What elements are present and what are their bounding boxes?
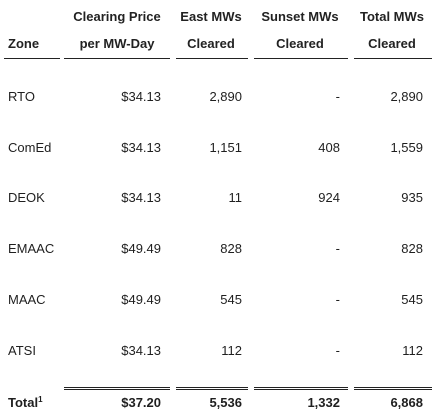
header-east-line1: East MWs xyxy=(180,9,242,24)
zone-cell: RTO xyxy=(8,89,35,104)
header-sunset-line1: Sunset MWs xyxy=(261,9,339,24)
total-price-rule xyxy=(64,387,170,390)
header-east-underline xyxy=(176,58,248,59)
sunset-cell: - xyxy=(335,241,340,256)
header-sunset-underline xyxy=(254,58,348,59)
total-label: Total1 xyxy=(8,395,43,411)
total-cell: 1,559 xyxy=(390,140,423,155)
sunset-cell: - xyxy=(335,343,340,358)
total-sunset-cell: 1,332 xyxy=(307,395,340,410)
total-cell: 828 xyxy=(401,241,423,256)
price-cell: $34.13 xyxy=(121,140,161,155)
header-zone-underline xyxy=(4,58,60,59)
header-total-underline xyxy=(354,58,432,59)
sunset-cell: - xyxy=(335,89,340,104)
east-cell: 828 xyxy=(220,241,242,256)
east-cell: 545 xyxy=(220,292,242,307)
total-price-cell: $37.20 xyxy=(121,395,161,410)
east-cell: 2,890 xyxy=(209,89,242,104)
header-clearing-price-line1: Clearing Price xyxy=(73,9,161,24)
total-label-text: Total xyxy=(8,395,39,410)
header-sunset-line2: Cleared xyxy=(276,36,324,51)
price-cell: $49.49 xyxy=(121,292,161,307)
price-cell: $34.13 xyxy=(121,89,161,104)
zone-cell: ATSI xyxy=(8,343,36,358)
east-cell: 112 xyxy=(221,343,242,358)
total-cell: 2,890 xyxy=(390,89,423,104)
total-cell: 935 xyxy=(401,190,423,205)
zone-cell: DEOK xyxy=(8,190,45,205)
sunset-cell: - xyxy=(335,292,340,307)
sunset-cell: 408 xyxy=(318,140,340,155)
header-zone: Zone xyxy=(8,36,40,51)
total-sunset-rule xyxy=(254,387,348,390)
header-total-line2: Cleared xyxy=(368,36,416,51)
east-cell: 11 xyxy=(228,190,243,205)
total-cell: 112 xyxy=(402,343,423,358)
header-east-line2: Cleared xyxy=(187,36,235,51)
zone-cell: EMAAC xyxy=(8,241,55,256)
total-footnote-marker: 1 xyxy=(38,395,43,404)
total-total-cell: 6,868 xyxy=(390,395,423,410)
east-cell: 1,151 xyxy=(209,140,242,155)
zone-cell: MAAC xyxy=(8,292,46,307)
price-cell: $49.49 xyxy=(121,241,161,256)
header-clearing-price-line2: per MW-Day xyxy=(79,36,155,51)
header-price-underline xyxy=(64,58,170,59)
sunset-cell: 924 xyxy=(318,190,340,205)
total-east-rule xyxy=(176,387,248,390)
header-total-line1: Total MWs xyxy=(359,9,425,24)
total-cell: 545 xyxy=(401,292,423,307)
total-east-cell: 5,536 xyxy=(209,395,242,410)
zone-cell: ComEd xyxy=(8,140,52,155)
price-cell: $34.13 xyxy=(121,190,161,205)
price-cell: $34.13 xyxy=(121,343,161,358)
total-total-rule xyxy=(354,387,432,390)
